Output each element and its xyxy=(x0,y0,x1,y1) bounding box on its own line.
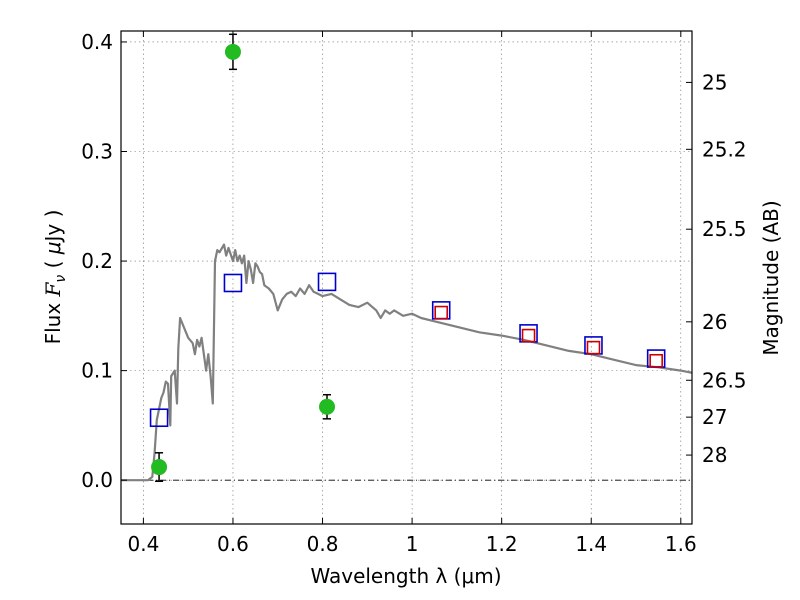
plot-area xyxy=(121,33,692,483)
y-label-f: F xyxy=(41,281,65,297)
y2-tick-label: 27 xyxy=(702,405,727,429)
observed-photometry-square xyxy=(649,353,663,368)
x-tick-label: 1.6 xyxy=(665,532,697,556)
observed-photometry-square xyxy=(586,340,601,355)
x-tick-label: 0.6 xyxy=(217,532,249,556)
x-tick-label: 1.2 xyxy=(486,532,518,556)
y2-tick-label: 25.5 xyxy=(702,217,747,241)
observed-photometry-square xyxy=(521,328,536,343)
model-photometry-square xyxy=(223,273,243,293)
grid-lines xyxy=(121,31,692,524)
y2-tick-label: 26.5 xyxy=(702,368,747,392)
x-tick-label: 1 xyxy=(406,532,419,556)
detection-point xyxy=(319,398,336,415)
y2-tick-label: 28 xyxy=(702,443,727,467)
data-layer xyxy=(121,33,692,483)
y-axis-label: Flux Fν ( μJy ) xyxy=(41,210,69,345)
y-tick-label: 0.1 xyxy=(81,359,113,383)
y2-axis-label: Magnitude (AB) xyxy=(759,200,783,355)
plot-frame xyxy=(120,30,693,525)
model-spectrum-line xyxy=(121,243,692,482)
x-tick-label: 1.4 xyxy=(575,532,607,556)
axis-ticks: 0.4 0.6 0.8 1 1.2 1.4 1.6 0.0 0.1 0.2 0.3 0.4 25 25.2… xyxy=(81,30,746,556)
x-axis-label: Wavelength λ (μm) xyxy=(310,564,501,588)
y2-tick-label: 25 xyxy=(702,70,727,94)
y-tick-label: 0.2 xyxy=(81,249,113,273)
model-photometry-square xyxy=(149,408,169,428)
y-label-post: Jy ) xyxy=(41,210,65,244)
model-photometry-square xyxy=(317,272,337,292)
y2-tick-label: 26 xyxy=(702,310,727,334)
observed-photometry-square xyxy=(434,305,449,320)
detection-point xyxy=(151,459,168,476)
y2-tick-label: 25.2 xyxy=(702,137,747,161)
x-tick-label: 0.4 xyxy=(127,532,159,556)
y-tick-label: 0.4 xyxy=(81,30,113,54)
y-label-nu: ν xyxy=(53,275,69,283)
y-tick-label: 0.0 xyxy=(81,468,113,492)
y-label-pre: Flux xyxy=(41,296,65,344)
y-label-mu: μ xyxy=(41,241,65,255)
y-tick-label: 0.3 xyxy=(81,140,113,164)
detection-point xyxy=(224,43,241,60)
y-label-mid: ( xyxy=(41,254,65,275)
x-tick-label: 0.8 xyxy=(307,532,339,556)
